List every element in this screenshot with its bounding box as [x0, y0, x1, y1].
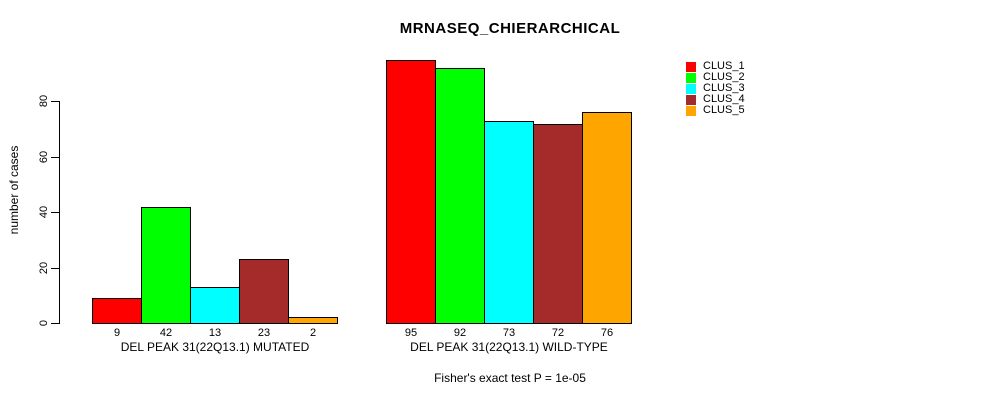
legend-label: CLUS_5	[703, 104, 745, 116]
group-axis-label: DEL PEAK 31(22Q13.1) WILD-TYPE	[410, 340, 608, 354]
legend-row: CLUS_2	[686, 72, 745, 83]
bar-value-label: 72	[551, 327, 565, 339]
bar-value-label: 92	[453, 327, 467, 339]
legend-swatch-icon	[686, 105, 696, 116]
legend-row: CLUS_1	[686, 61, 745, 72]
legend-swatch-icon	[686, 72, 696, 83]
bar-value-label: 73	[502, 327, 516, 339]
bar-value-label: 76	[600, 327, 614, 339]
legend-swatch-icon	[686, 83, 696, 94]
y-axis-tick	[51, 212, 59, 213]
legend-swatch-icon	[686, 61, 696, 72]
bar-value-label: 2	[309, 327, 317, 339]
bar-value-label: 9	[113, 327, 121, 339]
legend-label: CLUS_2	[703, 71, 745, 83]
bar-value-label: 42	[159, 327, 173, 339]
chart-title: MRNASEQ_CHIERARCHICAL	[399, 20, 621, 37]
y-axis-tick	[51, 157, 59, 158]
bar-clus_4-group2	[533, 124, 583, 324]
legend: CLUS_1 CLUS_2 CLUS_3 CLUS_4 CLUS_5	[686, 61, 745, 116]
legend-row: CLUS_4	[686, 94, 745, 105]
legend-row: CLUS_5	[686, 105, 745, 116]
legend-label: CLUS_3	[703, 82, 745, 94]
fisher-test-caption: Fisher's exact test P = 1e-05	[434, 371, 586, 385]
legend-label: CLUS_4	[703, 93, 745, 105]
legend-label: CLUS_1	[703, 60, 745, 72]
y-axis-label: number of cases	[7, 145, 21, 235]
y-axis-tick	[51, 323, 59, 324]
bar-clus_3-group2	[484, 121, 534, 324]
y-axis-tick-label: 60	[38, 150, 50, 164]
legend-row: CLUS_3	[686, 83, 745, 94]
bar-clus_2-group1	[141, 207, 191, 324]
bar-clus_5-group2	[582, 112, 632, 324]
y-axis-line	[59, 101, 60, 324]
y-axis-tick	[51, 268, 59, 269]
y-axis-tick-label: 80	[38, 94, 50, 108]
bar-clus_1-group2	[386, 60, 436, 324]
bar-clus_2-group2	[435, 68, 485, 324]
bar-value-label: 23	[257, 327, 271, 339]
y-axis-tick	[51, 101, 59, 102]
bar-clus_4-group1	[239, 259, 289, 324]
bar-value-label: 13	[208, 327, 222, 339]
y-axis-tick-label: 20	[38, 261, 50, 275]
legend-swatch-icon	[686, 94, 696, 105]
y-axis-tick-label: 40	[38, 205, 50, 219]
bar-clus_5-group1	[288, 317, 338, 324]
bar-value-label: 95	[404, 327, 418, 339]
group-axis-label: DEL PEAK 31(22Q13.1) MUTATED	[120, 340, 310, 354]
bar-clus_3-group1	[190, 287, 240, 324]
y-axis-tick-label: 0	[38, 319, 50, 327]
bar-clus_1-group1	[92, 298, 142, 324]
